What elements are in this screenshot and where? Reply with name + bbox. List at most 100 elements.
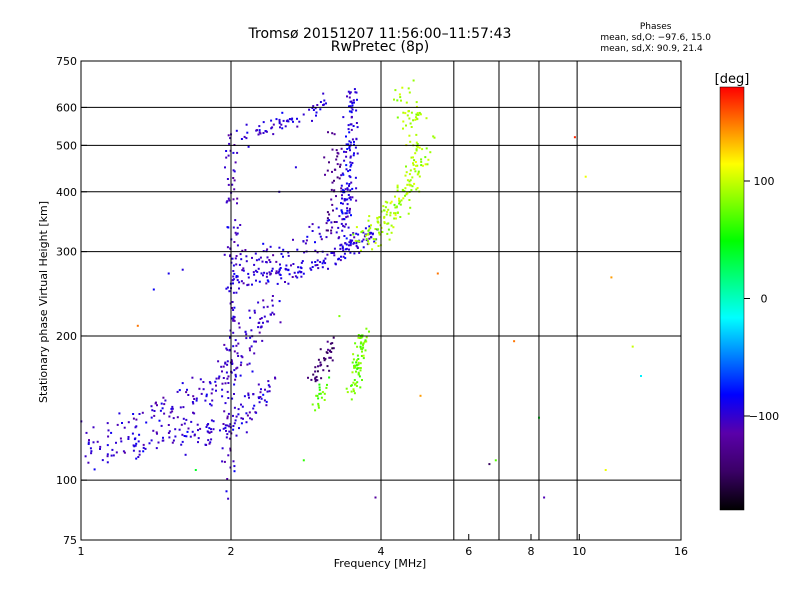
data-point (280, 123, 283, 126)
data-point (338, 315, 341, 318)
data-point (349, 91, 352, 94)
data-point (270, 269, 273, 272)
data-point (171, 405, 174, 408)
data-point (299, 266, 302, 269)
data-point (416, 187, 419, 189)
data-point (294, 166, 297, 169)
data-point (357, 334, 360, 336)
data-point (349, 149, 351, 152)
data-point (378, 216, 381, 219)
data-point (326, 229, 329, 232)
data-point (367, 242, 370, 245)
data-point (235, 434, 238, 437)
data-point (183, 422, 186, 425)
data-point (344, 257, 347, 260)
data-point (314, 241, 316, 244)
data-point (235, 129, 238, 132)
data-point (347, 170, 350, 173)
data-point (327, 348, 329, 351)
data-point (365, 327, 368, 330)
data-point (278, 118, 281, 121)
data-point (260, 397, 263, 400)
data-point (191, 376, 194, 379)
data-point (181, 382, 184, 385)
data-point (225, 490, 228, 493)
data-point (318, 386, 321, 389)
data-point (234, 231, 237, 234)
data-point (272, 133, 275, 136)
data-point (408, 173, 411, 176)
data-point (233, 383, 236, 386)
data-point (333, 254, 336, 257)
y-tick-label: 400 (56, 186, 77, 199)
data-point (319, 361, 322, 364)
data-point (236, 366, 239, 369)
data-point (260, 317, 263, 320)
data-point (221, 370, 223, 373)
data-point (381, 231, 384, 233)
data-point (214, 380, 217, 383)
data-point (162, 396, 165, 399)
data-point (326, 253, 329, 256)
data-point (368, 237, 371, 240)
data-point (316, 264, 319, 266)
data-point (347, 124, 350, 127)
data-point (237, 342, 240, 345)
data-point (363, 340, 366, 343)
data-point (349, 161, 352, 164)
data-point (416, 117, 419, 120)
data-point (333, 133, 336, 136)
data-point (280, 252, 283, 255)
data-point (317, 404, 320, 407)
data-point (151, 409, 154, 412)
data-point (393, 212, 395, 215)
data-point (158, 419, 161, 422)
data-point (199, 427, 202, 430)
data-point (267, 384, 270, 387)
data-point (242, 267, 245, 270)
data-point (186, 388, 188, 391)
data-point (232, 270, 235, 272)
stats-title: Phases (639, 22, 672, 32)
data-point (101, 459, 104, 462)
data-point (362, 344, 364, 347)
data-point (193, 412, 196, 415)
data-point (227, 454, 230, 457)
data-point (343, 225, 346, 228)
data-point (414, 118, 417, 121)
data-point (132, 417, 135, 420)
data-point (352, 99, 355, 102)
data-point (369, 227, 372, 230)
data-point (265, 261, 268, 263)
data-point (424, 156, 427, 159)
data-point (234, 375, 237, 378)
data-point (273, 313, 276, 316)
data-point (325, 222, 328, 225)
data-point (263, 315, 266, 318)
data-point (349, 156, 352, 159)
data-point (193, 398, 196, 400)
data-point (383, 209, 386, 212)
data-point (340, 209, 343, 212)
data-point (123, 426, 126, 429)
data-point (338, 257, 340, 260)
data-point (408, 134, 411, 137)
data-point (365, 340, 368, 343)
y-axis-label: Stationary phase Virtual Height [km] (37, 201, 50, 403)
data-point (163, 412, 166, 415)
data-point (409, 140, 412, 143)
data-point (262, 299, 265, 302)
data-point (414, 152, 417, 155)
data-point (245, 412, 248, 415)
data-point (265, 404, 268, 407)
y-axis: 75 100 200 300 400 500 600 750 (56, 55, 87, 547)
data-point (228, 199, 231, 202)
data-point (225, 371, 228, 374)
data-point (346, 215, 349, 218)
data-point (399, 203, 402, 206)
data-point (257, 133, 260, 136)
data-point (374, 238, 377, 241)
data-point (138, 453, 141, 456)
data-point (287, 254, 290, 257)
data-point (279, 126, 281, 129)
